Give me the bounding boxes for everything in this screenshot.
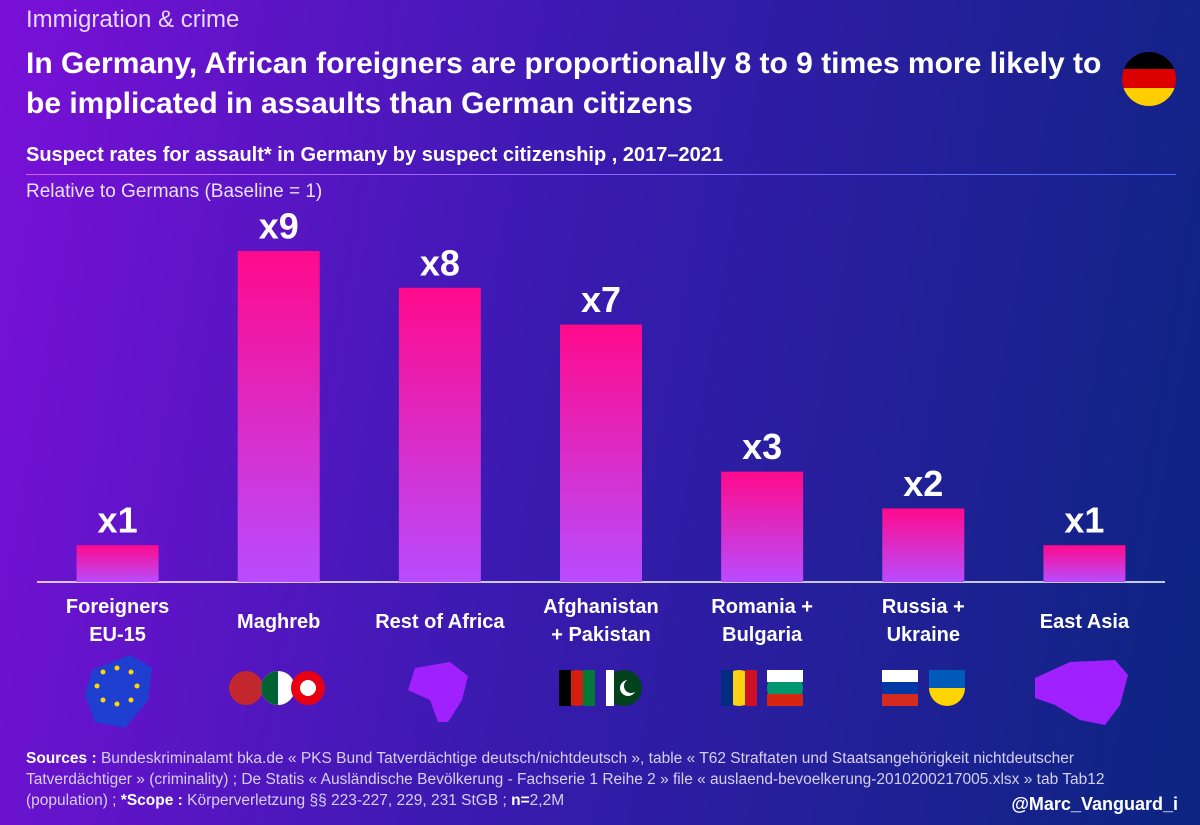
value-label: x7: [581, 279, 621, 320]
x-tick-label: Rest of Africa: [375, 611, 505, 633]
x-tick-label: Romania + Bulgaria: [711, 596, 813, 646]
divider: [26, 174, 1176, 175]
bar: [721, 471, 804, 582]
n-label: n=: [511, 792, 530, 809]
chart-subtitle: Suspect rates for assault* in Germany by…: [26, 144, 723, 166]
bar: [398, 287, 481, 582]
scope-label: *Scope :: [120, 792, 183, 809]
n: 2,2M: [529, 792, 565, 809]
sources-label: Sources :: [26, 750, 97, 767]
scope: Körperverletzung §§ 223-227, 229, 231 St…: [187, 792, 507, 809]
icons: [85, 655, 1128, 728]
x-tick-label: Foreigners EU-15: [66, 596, 169, 646]
x-tick-label: Maghreb: [237, 611, 320, 633]
kicker: Immigration & crime: [26, 6, 240, 33]
value-label: x3: [742, 426, 782, 467]
value-label: x2: [903, 463, 943, 504]
value-label: x8: [420, 242, 460, 283]
chart-title: In Germany, African foreigners are propo…: [26, 47, 1102, 120]
bar: [882, 508, 965, 582]
flag-germany: [1122, 52, 1176, 106]
x-tick-label: East Asia: [1040, 611, 1130, 633]
value-label: x1: [1064, 500, 1104, 541]
value-label: x9: [259, 206, 299, 247]
bar: [1043, 545, 1126, 582]
sources: Bundeskriminalamt bka.de « PKS Bund Tatv…: [26, 750, 1105, 809]
handle: @Marc_Vanguard_i: [1011, 794, 1178, 814]
chart-note: Relative to Germans (Baseline = 1): [26, 181, 323, 202]
bar: [76, 545, 159, 582]
footer: Sources : Bundeskriminalamt bka.de « PKS…: [26, 748, 1166, 811]
value-label: x1: [98, 500, 138, 541]
x-tick-label: Russia + Ukraine: [882, 596, 965, 646]
bar: [237, 251, 320, 582]
bar: [560, 324, 642, 582]
x-tick-label: Afghanistan + Pakistan: [543, 596, 659, 646]
